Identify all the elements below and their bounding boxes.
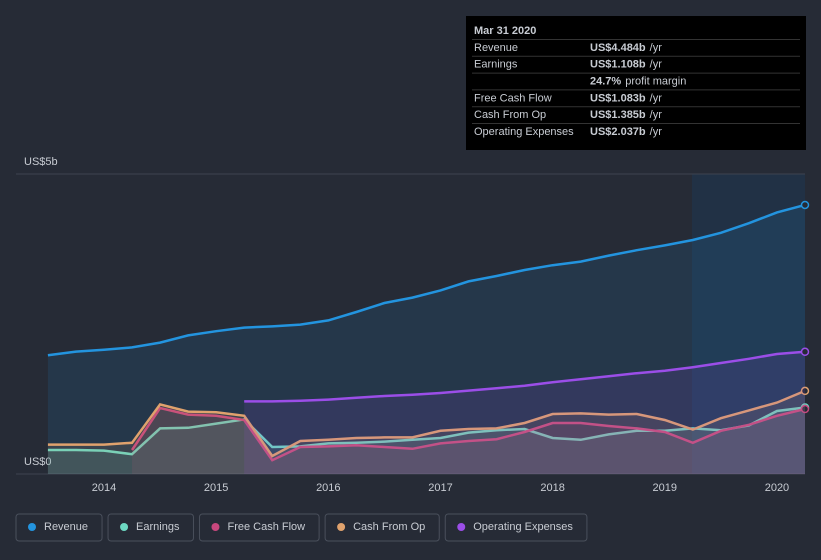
legend-box[interactable]: [324, 513, 440, 542]
tooltip-box: [466, 16, 806, 150]
tooltip: Mar 31 2020 Revenue US$4.484b/yr Earnings US…: [466, 16, 806, 150]
series-line: [47, 406, 806, 456]
tooltip-value: US$2.037b: [590, 126, 646, 138]
series-line: [244, 350, 806, 403]
legend-label[interactable]: Earnings: [136, 521, 180, 533]
series-area: [47, 204, 805, 474]
legend-label[interactable]: Revenue: [44, 521, 88, 533]
x-tick-label: 2016: [316, 482, 340, 494]
tooltip-title: Mar 31 2020: [474, 25, 536, 37]
legend-box[interactable]: [198, 513, 320, 542]
x-tick-label: 2020: [765, 482, 789, 494]
series-area: [47, 390, 805, 474]
tooltip-unit: /yr: [650, 42, 663, 54]
legend-swatch[interactable]: [457, 523, 466, 531]
y-tick-label: US$0: [24, 456, 52, 468]
legend-label[interactable]: Free Cash Flow: [227, 521, 305, 533]
tooltip-unit: profit margin: [625, 76, 686, 88]
tooltip-label: Operating Expenses: [474, 126, 574, 138]
series-line: [47, 389, 806, 458]
x-tick-label: 2014: [92, 482, 116, 494]
tooltip-label: Earnings: [474, 59, 518, 71]
series-line: [130, 406, 806, 462]
end-point: [800, 200, 810, 210]
tooltip-value: US$1.108b: [590, 59, 646, 71]
tooltip-value: US$1.083b: [590, 92, 646, 104]
series-area: [47, 407, 805, 474]
tooltip-value: US$4.484b: [590, 42, 646, 54]
series-line: [47, 203, 806, 357]
legend-item[interactable]: Operating Expenses: [444, 513, 588, 542]
legend-swatch[interactable]: [211, 523, 220, 531]
legend-label[interactable]: Cash From Op: [353, 521, 425, 533]
legend-item[interactable]: Earnings: [107, 513, 194, 542]
end-point: [800, 347, 810, 357]
tooltip-unit: /yr: [650, 59, 663, 71]
series-area: [244, 351, 805, 474]
tooltip-unit: /yr: [650, 109, 663, 121]
y-tick-label: US$5b: [24, 156, 58, 168]
legend-swatch[interactable]: [337, 523, 346, 531]
x-tick-label: 2019: [653, 482, 677, 494]
legend-swatch[interactable]: [28, 523, 36, 531]
x-tick-label: 2015: [204, 482, 228, 494]
legend-box[interactable]: [444, 513, 588, 542]
tooltip-label: Free Cash Flow: [474, 92, 552, 104]
x-tick-label: 2017: [428, 482, 452, 494]
legend-item[interactable]: Revenue: [15, 513, 103, 542]
end-point: [800, 386, 810, 396]
x-tick-label: 2018: [540, 482, 564, 494]
series-area: [132, 408, 805, 474]
tooltip-label: Cash From Op: [474, 109, 546, 121]
legend-label[interactable]: Operating Expenses: [473, 521, 573, 533]
legend-box[interactable]: [15, 513, 103, 542]
tooltip-label: Revenue: [474, 42, 518, 54]
end-point: [800, 404, 810, 414]
tooltip-unit: /yr: [650, 126, 663, 138]
tooltip-value: US$1.385b: [590, 109, 646, 121]
legend-item[interactable]: Cash From Op: [324, 513, 440, 542]
legend-box[interactable]: [107, 513, 194, 542]
tooltip-unit: /yr: [650, 92, 663, 104]
tooltip-value: 24.7%: [590, 76, 621, 88]
legend-item[interactable]: Free Cash Flow: [198, 513, 320, 542]
legend-swatch[interactable]: [120, 523, 129, 531]
